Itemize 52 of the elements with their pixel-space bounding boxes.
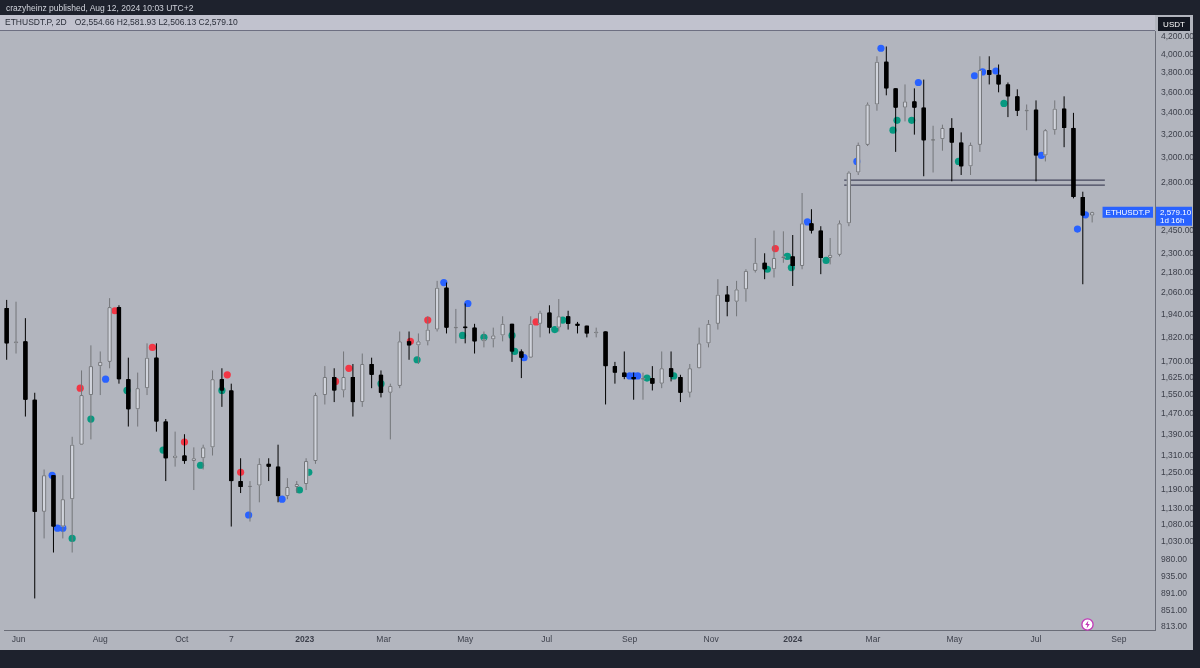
- x-tick-label: Jul: [541, 634, 553, 645]
- y-tick-label: 1,625.00: [1161, 372, 1195, 383]
- x-tick-label: May: [457, 634, 474, 645]
- y-tick-label: 2,180.00: [1161, 266, 1195, 277]
- x-tick-label: May: [946, 634, 964, 645]
- y-tick-label: 1,030.00: [1161, 536, 1195, 547]
- text: crazyheinz published, Aug 12, 2024 10:03 UTC+2: [6, 3, 194, 13]
- x-tick-label: 2024: [783, 634, 803, 645]
- x-tick-label: Mar: [865, 634, 881, 645]
- y-tick-label: 1,250.00: [1161, 466, 1195, 477]
- y-tick-label: 1,550.00: [1161, 389, 1195, 400]
- x-tick-label: Oct: [175, 634, 190, 645]
- x-tick-label: Nov: [703, 634, 720, 645]
- text: 1d 16h: [1160, 215, 1185, 225]
- y-tick-label: 1,940.00: [1161, 308, 1195, 319]
- y-tick-label: 2,300.00: [1161, 247, 1195, 258]
- y-tick-label: 4,200.00: [1161, 31, 1195, 42]
- y-tick-label: 1,700.00: [1161, 356, 1195, 367]
- y-tick-label: 3,400.00: [1161, 107, 1195, 118]
- y-tick-label: 1,820.00: [1161, 331, 1195, 342]
- y-tick-label: 3,800.00: [1161, 67, 1195, 78]
- y-tick-label: 1,470.00: [1161, 408, 1195, 419]
- x-tick-label: Mar: [376, 634, 392, 645]
- y-tick-label: 935.00: [1161, 571, 1188, 582]
- chart-title: ETHUSDT.P, 2D: [5, 17, 67, 27]
- chart-subtitle: O2,554.66 H2,581.93 L2,506.13 C2,579.10: [74, 17, 238, 27]
- y-tick-label: 813.00: [1161, 621, 1188, 632]
- y-tick-label: 1,390.00: [1161, 428, 1195, 439]
- y-tick-label: 1,310.00: [1161, 449, 1195, 460]
- y-tick-label: 891.00: [1161, 588, 1188, 599]
- x-tick-label: 2023: [295, 634, 315, 645]
- x-tick-label: Jul: [1030, 634, 1042, 645]
- x-tick-label: Jun: [11, 634, 26, 645]
- y-tick-label: 4,000.00: [1161, 48, 1195, 59]
- y-tick-label: 1,130.00: [1161, 502, 1195, 513]
- y-tick-label: 1,080.00: [1161, 519, 1195, 530]
- y-tick-label: 1,190.00: [1161, 484, 1195, 495]
- y-tick-label: 980.00: [1161, 554, 1188, 565]
- y-tick-label: 2,450.00: [1161, 224, 1195, 235]
- x-tick-label: 7: [228, 634, 234, 645]
- text: 2,579.10: [1160, 207, 1192, 217]
- y-tick-label: 3,000.00: [1161, 152, 1195, 163]
- x-tick-label: Sep: [1111, 634, 1127, 645]
- y-tick-label: 851.00: [1161, 604, 1188, 615]
- y-tick-label: 2,800.00: [1161, 176, 1195, 187]
- y-tick-label: 2,060.00: [1161, 287, 1195, 298]
- annotation: ETHUSDT.P: [1105, 207, 1150, 217]
- y-axis-title: USDT: [1163, 19, 1185, 29]
- x-tick-label: Sep: [622, 634, 638, 645]
- y-tick-label: 3,200.00: [1161, 128, 1195, 139]
- x-tick-label: Aug: [92, 634, 109, 645]
- y-tick-label: 3,600.00: [1161, 86, 1195, 97]
